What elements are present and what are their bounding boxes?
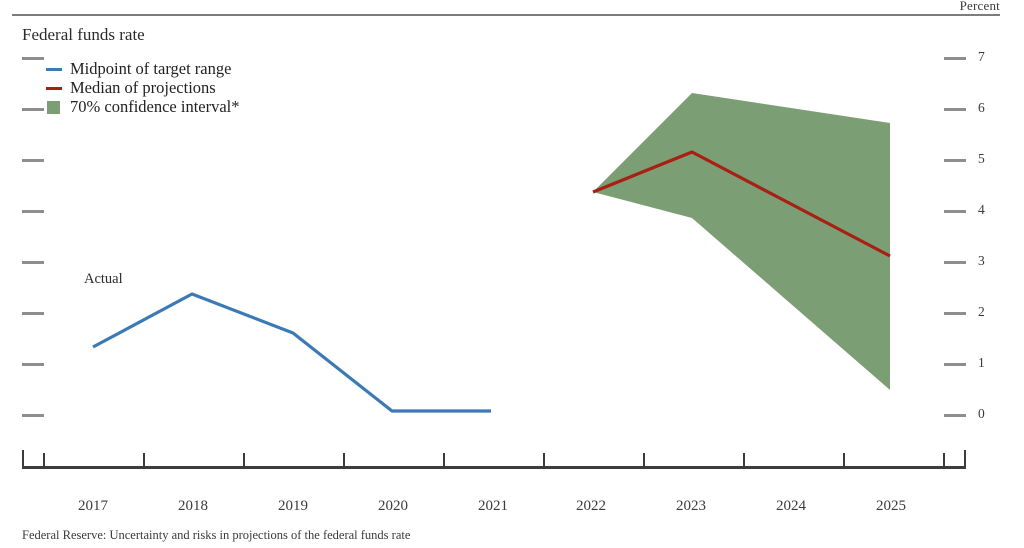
x-tick-label-2017: 2017 (78, 498, 108, 514)
source-footnote: Federal Reserve: Uncertainty and risks i… (22, 528, 411, 542)
x-tick-2020 (343, 453, 345, 466)
y-tick-right-7 (944, 57, 966, 60)
x-tick-2024 (743, 453, 745, 466)
chart-legend: Midpoint of target range Median of proje… (46, 60, 240, 117)
x-tick-end (943, 453, 945, 466)
x-axis-line (22, 466, 966, 469)
y-tick-right-5 (944, 159, 966, 162)
y-tick-label-0: 0 (978, 406, 985, 421)
x-tick-2022 (543, 453, 545, 466)
legend-item-confidence-interval: 70% confidence interval* (46, 98, 240, 116)
y-tick-left-6 (22, 108, 44, 111)
y-tick-label-7: 7 (978, 49, 985, 64)
y-tick-label-5: 5 (978, 151, 985, 166)
y-tick-left-5 (22, 159, 44, 162)
y-tick-left-2 (22, 312, 44, 315)
x-tick-2023 (643, 453, 645, 466)
legend-label: 70% confidence interval* (70, 97, 240, 116)
y-tick-right-3 (944, 261, 966, 264)
percent-axis-label: Percent (959, 0, 1000, 13)
actual-annotation: Actual (84, 271, 123, 287)
y-tick-label-4: 4 (978, 202, 985, 217)
x-axis-start-cap (22, 450, 24, 466)
legend-label: Median of projections (70, 78, 216, 97)
y-tick-label-3: 3 (978, 253, 985, 268)
legend-item-median-of-projections: Median of projections (46, 79, 240, 97)
x-tick-label-2019: 2019 (278, 498, 308, 514)
y-tick-label-6: 6 (978, 100, 985, 115)
x-tick-2019 (243, 453, 245, 466)
x-tick-label-2018: 2018 (178, 498, 208, 514)
median-of-projections-line (592, 150, 891, 258)
x-axis-end-cap (964, 450, 966, 466)
y-tick-label-1: 1 (978, 355, 985, 370)
y-tick-right-2 (944, 312, 966, 315)
line-swatch-icon (46, 61, 62, 77)
box-swatch-icon (47, 100, 60, 114)
y-tick-left-0 (22, 414, 44, 417)
x-tick-2018 (143, 453, 145, 466)
x-tick-label-2020: 2020 (378, 498, 408, 514)
top-divider-rule (12, 14, 1000, 16)
y-tick-left-1 (22, 363, 44, 366)
line-swatch-icon (46, 80, 62, 96)
x-tick-label-2022: 2022 (576, 498, 606, 514)
y-tick-left-3 (22, 261, 44, 264)
midpoint-of-target-range-line (92, 292, 491, 413)
y-tick-label-2: 2 (978, 304, 985, 319)
x-tick-2021 (443, 453, 445, 466)
x-tick-label-2021: 2021 (478, 498, 508, 514)
page-title: Federal funds rate (22, 25, 145, 44)
x-tick-2025 (843, 453, 845, 466)
y-tick-right-6 (944, 108, 966, 111)
legend-label: Midpoint of target range (70, 59, 232, 78)
x-tick-2017 (43, 453, 45, 466)
x-tick-label-2023: 2023 (676, 498, 706, 514)
x-tick-label-2025: 2025 (876, 498, 906, 514)
y-tick-right-4 (944, 210, 966, 213)
y-tick-left-4 (22, 210, 44, 213)
legend-item-midpoint-of-target-range: Midpoint of target range (46, 60, 240, 78)
confidence-interval-band (593, 93, 890, 390)
y-tick-left-7 (22, 57, 44, 60)
x-tick-label-2024: 2024 (776, 498, 806, 514)
y-tick-right-1 (944, 363, 966, 366)
y-tick-right-0 (944, 414, 966, 417)
